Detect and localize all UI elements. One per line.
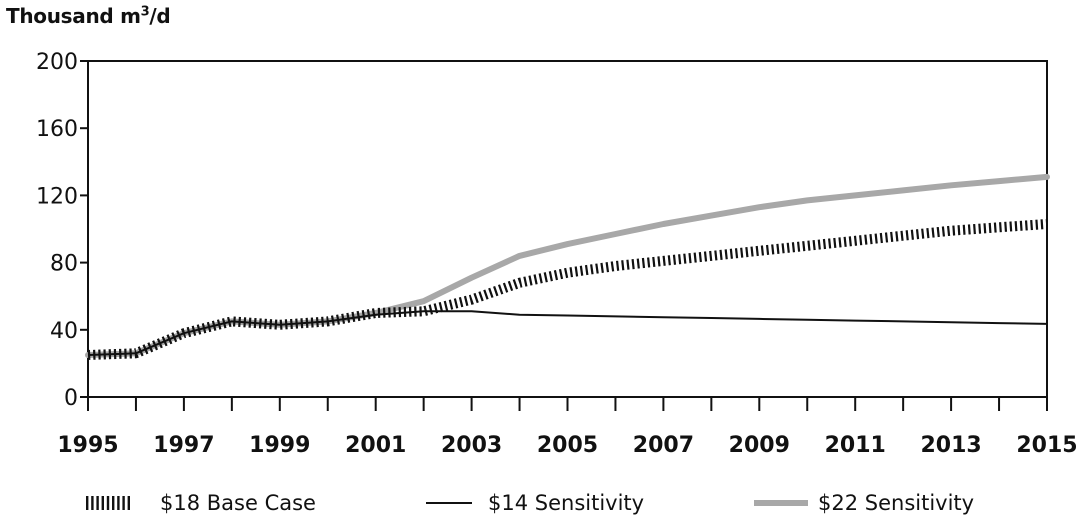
legend-hatch-mark [106,496,110,510]
legend-hatch-mark [101,496,104,510]
line-chart: 0 40 80 120 160 200 1995 1997 1999 2001 2003 2005 20… [36,50,1078,458]
x-tick-label: 2001 [345,433,406,458]
legend-item-base-case: $18 Base Case [82,486,316,520]
x-tick-label: 2005 [537,433,598,458]
x-tick-label: 2009 [729,433,790,458]
x-tick-label: 1997 [153,433,214,458]
x-tick-label: 2015 [1016,433,1077,458]
legend-hatch-mark [96,496,99,510]
y-axis-label-suffix: /d [149,4,171,28]
x-tick-label: 2013 [920,433,981,458]
y-axis-label: Thousand m3/d [6,4,171,28]
y-tick-label: 80 [50,252,78,277]
y-tick-label: 0 [64,386,78,411]
legend-hatch-mark [86,496,89,510]
series-line-22-sensitivity [85,173,1050,358]
y-tick-label: 200 [36,50,78,75]
legend-item-22-sensitivity: $22 Sensitivity [754,486,974,520]
x-tick-label: 1995 [57,433,118,458]
x-tick-label: 2007 [633,433,694,458]
legend-swatch-14-sensitivity [426,502,472,504]
legend-hatch-mark [112,496,115,510]
y-tick-label: 160 [36,117,78,142]
legend-swatch-22-sensitivity [754,500,808,506]
y-tick-label: 120 [36,184,78,209]
series-line-base-case [87,219,1048,360]
legend-item-14-sensitivity: $14 Sensitivity [426,486,644,520]
legend-hatch-mark [117,496,120,510]
legend-hatch-mark [91,496,94,510]
x-tick-label: 2011 [825,433,886,458]
legend-label-22-sensitivity: $22 Sensitivity [818,491,975,515]
legend: $18 Base Case $14 Sensitivity $22 Sensit… [0,486,1079,520]
x-tick-label: 1999 [249,433,310,458]
legend-label-14-sensitivity: $14 Sensitivity [488,491,645,515]
plot-frame [87,60,1048,398]
legend-swatch-base-case [86,496,130,510]
series-line-14-sensitivity [87,310,1048,356]
x-tick-label: 2003 [441,433,502,458]
y-axis-label-text: Thousand m [6,4,141,28]
legend-label-base-case: $18 Base Case [160,491,316,515]
legend-hatch-mark [127,496,130,510]
legend-hatch-mark [122,496,125,510]
y-axis-label-superscript: 3 [140,4,150,20]
y-tick-label: 40 [50,319,78,344]
